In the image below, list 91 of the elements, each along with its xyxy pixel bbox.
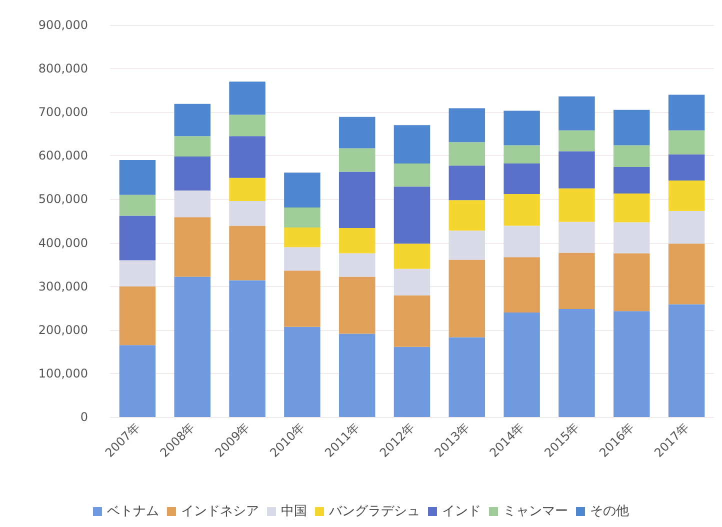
bar	[394, 346, 430, 417]
y-tick-label: 900,000	[38, 18, 88, 32]
bar	[394, 244, 430, 269]
bar	[558, 222, 595, 253]
bar	[284, 247, 320, 271]
bar	[394, 268, 430, 296]
bar	[558, 188, 595, 222]
bar	[668, 210, 705, 244]
bar	[504, 110, 540, 146]
y-tick-label: 300,000	[38, 279, 88, 294]
legend-label: インドネシア	[181, 504, 259, 519]
bar	[558, 252, 595, 309]
bar	[174, 190, 210, 218]
bar	[668, 244, 705, 304]
bar	[174, 156, 210, 191]
bar	[174, 276, 210, 417]
bar	[229, 280, 266, 417]
bar	[338, 276, 376, 334]
y-tick-label: 200,000	[38, 322, 88, 337]
bar	[448, 230, 486, 260]
bar	[394, 186, 430, 244]
bar	[558, 308, 595, 417]
y-tick-label: 700,000	[38, 105, 88, 120]
bar	[668, 154, 705, 180]
bar	[394, 164, 430, 187]
y-tick-label: 400,000	[38, 236, 88, 250]
bar	[229, 136, 266, 178]
y-tick-label: 600,000	[38, 148, 88, 163]
bar	[338, 228, 376, 254]
bar	[558, 96, 595, 130]
bar	[394, 125, 430, 164]
bar	[229, 114, 266, 136]
bar	[284, 172, 320, 208]
bar	[504, 312, 540, 417]
bar	[338, 334, 376, 417]
bar	[504, 164, 540, 194]
bar	[338, 253, 376, 277]
legend-label: ベトナム	[107, 504, 159, 519]
bar	[558, 151, 595, 188]
bar	[338, 148, 376, 172]
bar	[448, 108, 486, 142]
bar	[448, 142, 486, 166]
bar	[119, 260, 156, 286]
legend-label: バングラデシュ	[328, 504, 420, 519]
bar	[504, 194, 540, 226]
bar	[229, 226, 266, 280]
bar	[448, 166, 486, 200]
bar	[614, 145, 650, 167]
legend-label: 中国	[281, 504, 307, 519]
y-tick-label: 0	[80, 410, 88, 424]
bar	[174, 217, 210, 277]
bar	[504, 145, 540, 164]
bar	[614, 311, 650, 417]
bar	[558, 130, 595, 152]
bar	[119, 160, 156, 195]
bar	[338, 116, 376, 148]
legend-label: その他	[590, 504, 629, 519]
bar	[614, 166, 650, 194]
bar	[119, 345, 156, 417]
bar	[229, 178, 266, 201]
bar	[668, 180, 705, 211]
bar	[448, 337, 486, 417]
bar	[174, 136, 210, 157]
y-tick-label: 800,000	[38, 62, 88, 76]
bar	[614, 253, 650, 312]
bar	[119, 286, 156, 346]
bar	[614, 222, 650, 254]
bar	[284, 270, 320, 327]
bar	[614, 194, 650, 222]
bar	[229, 200, 266, 226]
bar	[504, 226, 540, 258]
y-tick-label: 500,000	[38, 192, 88, 206]
bar	[614, 110, 650, 146]
bar	[284, 208, 320, 228]
bar	[119, 216, 156, 260]
bar	[119, 194, 156, 216]
bar	[668, 130, 705, 154]
bar	[284, 228, 320, 248]
bar	[174, 104, 210, 136]
bar	[284, 326, 320, 417]
legend-label: インド	[442, 504, 481, 519]
bar	[448, 200, 486, 231]
legend-label: ミャンマー	[503, 504, 568, 519]
bar	[668, 94, 705, 130]
y-tick-label: 100,000	[38, 366, 88, 380]
bar	[394, 295, 430, 347]
bar	[229, 82, 266, 115]
bar	[338, 172, 376, 228]
bar	[668, 304, 705, 417]
bar	[504, 257, 540, 312]
bar	[448, 260, 486, 338]
